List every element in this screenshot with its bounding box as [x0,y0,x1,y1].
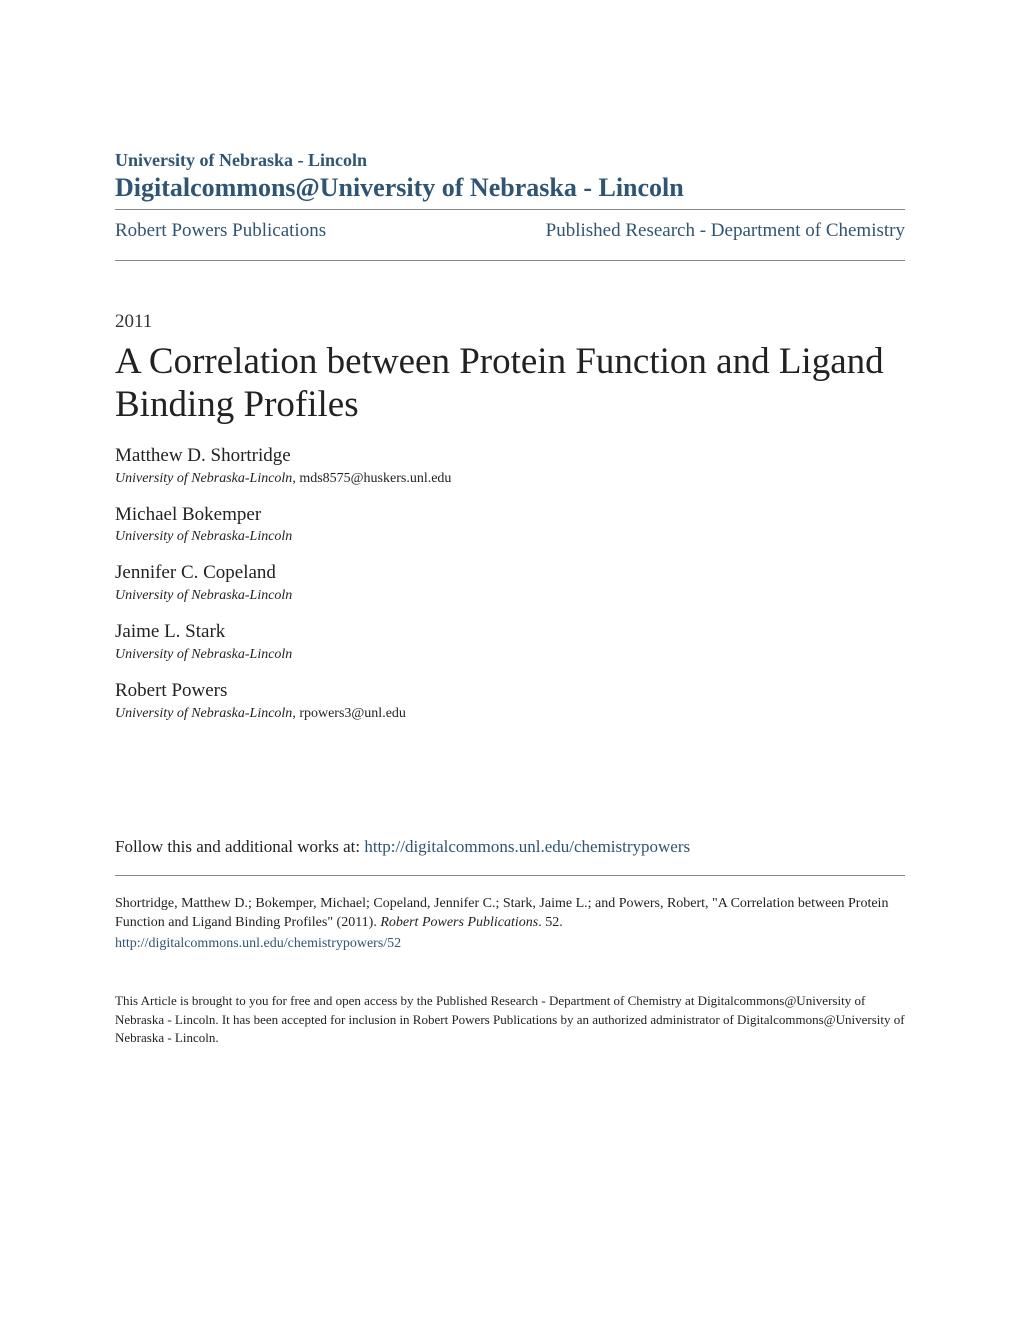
author-email: , mds8575@huskers.unl.edu [292,471,451,486]
author-affiliation-line: University of Nebraska-Lincoln [115,645,905,663]
author-email: , rpowers3@unl.edu [292,706,406,721]
paper-title: A Correlation between Protein Function a… [115,341,905,426]
author-name: Michael Bokemper [115,503,905,528]
header-section: University of Nebraska - Lincoln Digital… [115,150,905,210]
follow-link[interactable]: http://digitalcommons.unl.edu/chemistryp… [364,837,690,856]
nav-department-link[interactable]: Published Research - Department of Chemi… [546,220,905,242]
author-name: Jennifer C. Copeland [115,561,905,586]
author-affiliation-line: University of Nebraska-Lincoln [115,527,905,545]
author-affiliation-line: University of Nebraska-Lincoln [115,586,905,604]
author-affiliation-line: University of Nebraska-Lincoln, mds8575@… [115,469,905,487]
author-affiliation: University of Nebraska-Lincoln [115,647,292,662]
citation-link[interactable]: http://digitalcommons.unl.edu/chemistryp… [115,936,905,952]
author-name: Jaime L. Stark [115,620,905,645]
author-block: Matthew D. Shortridge University of Nebr… [115,444,905,487]
author-affiliation-line: University of Nebraska-Lincoln, rpowers3… [115,704,905,722]
author-affiliation: University of Nebraska-Lincoln [115,529,292,544]
institution-name[interactable]: University of Nebraska - Lincoln [115,150,905,171]
author-block: Robert Powers University of Nebraska-Lin… [115,679,905,722]
publication-year: 2011 [115,311,905,333]
follow-prefix: Follow this and additional works at: [115,837,364,856]
author-name: Robert Powers [115,679,905,704]
author-affiliation: University of Nebraska-Lincoln [115,471,292,486]
author-affiliation: University of Nebraska-Lincoln [115,588,292,603]
follow-line: Follow this and additional works at: htt… [115,837,905,876]
nav-row: Robert Powers Publications Published Res… [115,220,905,261]
author-affiliation: University of Nebraska-Lincoln [115,706,292,721]
nav-collection-link[interactable]: Robert Powers Publications [115,220,326,242]
author-name: Matthew D. Shortridge [115,444,905,469]
author-block: Jaime L. Stark University of Nebraska-Li… [115,620,905,663]
author-block: Michael Bokemper University of Nebraska-… [115,503,905,546]
repository-title[interactable]: Digitalcommons@University of Nebraska - … [115,173,905,203]
citation-after: . 52. [538,915,563,930]
citation-italic: Robert Powers Publications [380,915,538,930]
disclaimer-text: This Article is brought to you for free … [115,992,905,1049]
author-block: Jennifer C. Copeland University of Nebra… [115,561,905,604]
citation-text: Shortridge, Matthew D.; Bokemper, Michae… [115,894,905,933]
